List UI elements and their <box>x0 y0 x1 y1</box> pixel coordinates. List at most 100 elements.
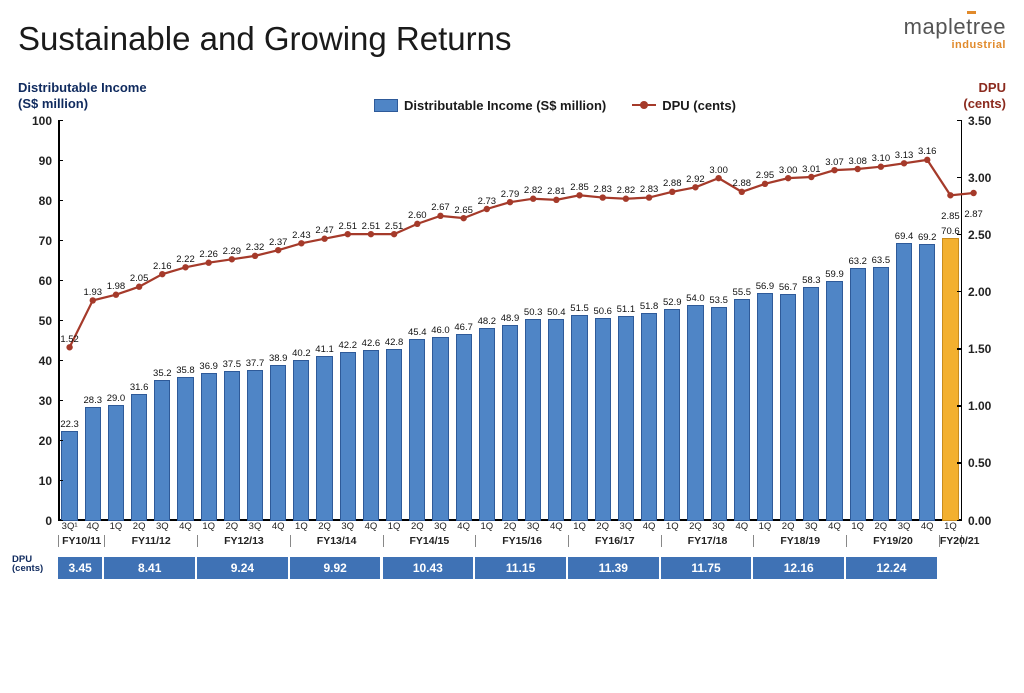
quarter-label: 4Q <box>550 521 563 532</box>
quarter-label: 1Q <box>202 521 215 532</box>
legend-item-bar: Distributable Income (S$ million) <box>374 98 606 113</box>
dpu-value-label: 2.32 <box>246 242 265 253</box>
header: Sustainable and Growing Returns mapletre… <box>18 10 1006 58</box>
quarter-label: 2Q <box>689 521 702 532</box>
quarter-label: 2Q <box>782 521 795 532</box>
dpu-value-label: 2.43 <box>292 230 311 241</box>
ytick-left: 80 <box>39 194 58 208</box>
dpu-value-label: 2.51 <box>362 220 381 231</box>
fy-label: FY10/11 <box>58 535 104 547</box>
dpu-value-label: 2.22 <box>176 254 195 265</box>
fy-total-cell: 12.16 <box>753 557 846 579</box>
ytick-right: 3.50 <box>962 114 991 128</box>
dpu-value-label: 2.87 <box>964 209 983 220</box>
quarter-label: 1Q <box>573 521 586 532</box>
dpu-value-label: 1.93 <box>84 287 103 298</box>
quarter-label: 4Q <box>735 521 748 532</box>
ytick-left: 70 <box>39 234 58 248</box>
quarter-label: 4Q <box>179 521 192 532</box>
quarter-label: 1Q <box>388 521 401 532</box>
quarter-label: 4Q <box>921 521 934 532</box>
ytick-right: 0.00 <box>962 514 991 528</box>
quarter-label: 2Q <box>318 521 331 532</box>
dpu-value-label: 2.51 <box>338 220 357 231</box>
dpu-value-label: 2.26 <box>199 249 218 260</box>
dpu-value-label: 2.65 <box>454 204 473 215</box>
quarter-label: 4Q <box>272 521 285 532</box>
totals-row-label: DPU (cents) <box>12 555 58 575</box>
fy-total-cell: 11.39 <box>568 557 661 579</box>
plot-area: 22.328.329.031.635.235.836.937.537.738.9… <box>58 121 962 521</box>
fy-label: FY12/13 <box>197 535 290 547</box>
ytick-right: 2.00 <box>962 285 991 299</box>
ytick-right: 1.50 <box>962 342 991 356</box>
fy-label: FY19/20 <box>846 535 939 547</box>
totals-label-line2: (cents) <box>12 564 54 574</box>
dpu-value-label: 3.01 <box>802 163 821 174</box>
quarter-label: 3Q <box>156 521 169 532</box>
right-axis-title: DPU (cents) <box>963 80 1006 113</box>
quarter-labels-row: 3Q¹ 4Q 1Q 2Q 3Q 4Q 1Q 2Q 3Q 4Q 1Q 2Q 3Q 4Q 1Q 2Q 3Q 4Q 1Q 2… <box>58 521 962 535</box>
dpu-value-label: 2.82 <box>524 185 543 196</box>
dpu-value-label: 3.16 <box>918 146 937 157</box>
dpu-value-label: 3.08 <box>848 155 867 166</box>
fy-total-cell: 11.75 <box>661 557 754 579</box>
dpu-marker <box>947 192 953 198</box>
page-title: Sustainable and Growing Returns <box>18 20 511 58</box>
dpu-value-label: 2.60 <box>408 210 427 221</box>
dpu-value-label: 3.10 <box>872 153 891 164</box>
dpu-value-label: 2.82 <box>617 185 636 196</box>
quarter-label: 3Q <box>249 521 262 532</box>
quarter-label: 1Q <box>666 521 679 532</box>
quarter-label: 3Q <box>620 521 633 532</box>
fy-label: FY15/16 <box>475 535 568 547</box>
fy-labels-row: FY10/11FY11/12FY12/13FY13/14FY14/15FY15/… <box>58 535 962 553</box>
quarter-label: 2Q <box>133 521 146 532</box>
dpu-value-label: 1.98 <box>107 281 126 292</box>
quarter-label: 1Q <box>480 521 493 532</box>
quarter-label: 3Q <box>341 521 354 532</box>
quarter-label: 3Q <box>805 521 818 532</box>
quarter-label: 3Q¹ <box>62 521 78 532</box>
quarter-label: 3Q <box>712 521 725 532</box>
fy-totals-row: DPU (cents) 3.458.419.249.9210.4311.1511… <box>58 557 962 579</box>
logo-subtext: industrial <box>904 40 1006 51</box>
logo: mapletree industrial <box>904 16 1006 51</box>
dpu-marker <box>970 189 976 195</box>
logo-wordmark: mapletree <box>904 16 1006 38</box>
quarter-label: 2Q <box>411 521 424 532</box>
dpu-value-label: 2.67 <box>431 202 450 213</box>
ytick-right: 3.00 <box>962 171 991 185</box>
right-axis-title-line1: DPU <box>963 80 1006 96</box>
dpu-value-label: 3.13 <box>895 150 914 161</box>
slide: Sustainable and Growing Returns mapletre… <box>0 0 1024 693</box>
quarter-label: 2Q <box>504 521 517 532</box>
dpu-value-label: 2.05 <box>130 273 149 284</box>
legend: Distributable Income (S$ million) DPU (c… <box>374 98 736 113</box>
dpu-value-label: 2.85 <box>941 211 960 222</box>
quarter-label: 4Q <box>365 521 378 532</box>
dpu-value-label: 2.29 <box>223 246 242 257</box>
dpu-value-label: 2.95 <box>756 170 775 181</box>
left-axis-title-line2: (S$ million) <box>18 96 147 112</box>
dpu-value-label: 2.47 <box>315 225 334 236</box>
fy-total-cell: 10.43 <box>383 557 476 579</box>
fy-label: FY14/15 <box>383 535 476 547</box>
dpu-value-label: 2.16 <box>153 260 172 271</box>
dpu-value-label: 3.00 <box>709 164 728 175</box>
quarter-label: 4Q <box>643 521 656 532</box>
quarter-label: 4Q <box>457 521 470 532</box>
quarter-label: 3Q <box>898 521 911 532</box>
dpu-value-label: 2.81 <box>547 186 566 197</box>
right-axis-title-line2: (cents) <box>963 96 1006 112</box>
quarter-label: 2Q <box>875 521 888 532</box>
fy-total-cell: 3.45 <box>58 557 104 579</box>
fy-label: FY13/14 <box>290 535 383 547</box>
chart-header: Distributable Income (S$ million) Distri… <box>18 80 1006 113</box>
dpu-value-label: 2.37 <box>269 236 288 247</box>
chart: 22.328.329.031.635.235.836.937.537.738.9… <box>18 121 1006 579</box>
dpu-value-label: 2.88 <box>733 178 752 189</box>
dpu-value-label: 3.07 <box>825 156 844 167</box>
quarter-label: 3Q <box>527 521 540 532</box>
dpu-value-label: 2.85 <box>570 182 589 193</box>
